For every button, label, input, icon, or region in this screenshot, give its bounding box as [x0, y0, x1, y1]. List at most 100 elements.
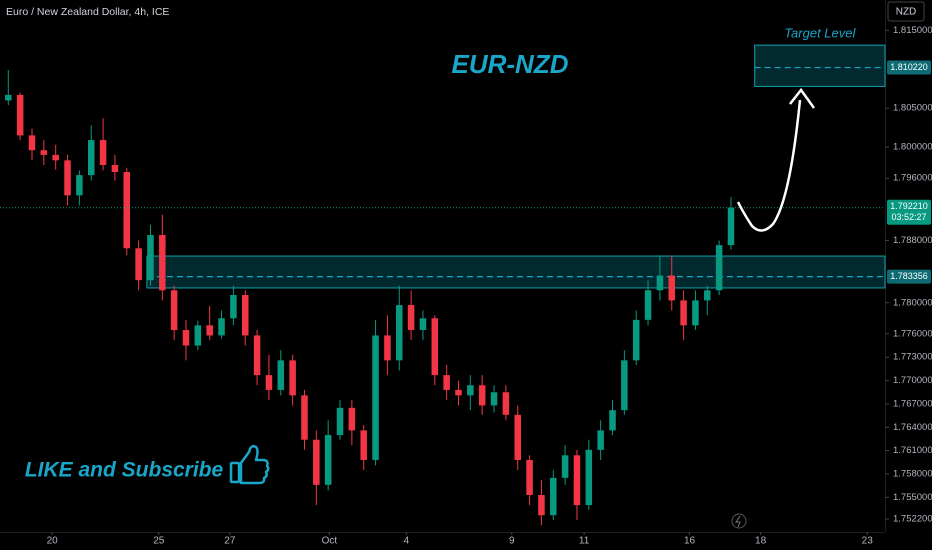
candle-body	[301, 395, 308, 440]
y-tick-label: 1.767000	[893, 398, 932, 409]
candle-body	[668, 275, 676, 301]
zone-level-label: 1.810220	[890, 62, 928, 72]
candle-body	[538, 494, 545, 516]
candle-body	[490, 392, 498, 406]
candle-body	[52, 154, 59, 161]
candle-body	[704, 290, 711, 301]
currency-box	[887, 1, 925, 22]
thumbs-up-icon	[229, 444, 270, 485]
candle-body	[715, 245, 723, 291]
candle-body	[87, 140, 95, 176]
candle-body	[526, 459, 533, 495]
last-price-box	[887, 199, 931, 225]
replay-icon	[731, 513, 747, 529]
candle-body	[478, 385, 486, 406]
x-tick-label: 16	[684, 536, 696, 547]
x-tick-label: 9	[509, 536, 515, 547]
candle-body	[502, 392, 510, 415]
candle-body	[111, 164, 119, 172]
candle-body	[431, 318, 439, 376]
projection-arrow	[736, 99, 802, 232]
candle-body	[99, 140, 107, 165]
zone	[754, 44, 886, 87]
x-tick-label: 23	[862, 536, 874, 547]
candle-body	[395, 305, 403, 361]
candle-body	[218, 318, 225, 336]
candle-body	[644, 290, 652, 320]
candle-body	[324, 435, 332, 485]
y-tick-label: 1.796000	[893, 173, 932, 184]
x-tick-label: 11	[579, 536, 590, 547]
zone-name: Target Level	[784, 26, 856, 41]
x-tick-label: 27	[224, 536, 236, 547]
last-price-label: 1.792210	[890, 201, 928, 211]
candle-body	[573, 455, 581, 506]
candle-body	[170, 290, 178, 330]
x-tick-label: 25	[153, 536, 165, 547]
candle-body	[727, 207, 735, 246]
candle-body	[182, 329, 190, 346]
candle-body	[680, 300, 687, 326]
y-tick-label: 1.770000	[893, 375, 932, 386]
candle-body	[597, 430, 604, 450]
y-tick-label: 1.780000	[893, 297, 932, 308]
candle-body	[241, 294, 249, 336]
annotation: LIKE and Subscribe	[25, 459, 224, 482]
candle-body	[5, 94, 12, 101]
candle-body	[206, 325, 213, 336]
y-tick-label: 1.788000	[893, 235, 932, 246]
candle-body	[159, 235, 166, 291]
candle-body	[609, 410, 616, 431]
candle-body	[621, 360, 628, 411]
candle-body	[64, 160, 71, 196]
zone-level-label: 1.783356	[890, 271, 928, 281]
y-tick-label: 1.755000	[893, 492, 932, 503]
candle-body	[692, 300, 699, 326]
candle-body	[514, 414, 521, 460]
y-tick-label: 1.764000	[893, 422, 932, 433]
currency-label: NZD	[896, 7, 917, 18]
y-tick-label: 1.773000	[893, 352, 932, 363]
candle-body	[16, 94, 24, 136]
candle-body	[561, 455, 569, 478]
candle-body	[455, 389, 462, 396]
candle-body	[135, 248, 142, 281]
y-tick-label: 1.752200	[893, 514, 932, 525]
candle-body	[419, 318, 427, 330]
candle-body	[585, 449, 593, 506]
candle-body	[123, 171, 131, 249]
y-tick-label: 1.800000	[893, 142, 932, 153]
x-tick-label: 4	[404, 536, 410, 547]
candle-body	[384, 335, 391, 361]
y-tick-label: 1.805000	[893, 103, 932, 114]
y-tick-label: 1.761000	[893, 445, 932, 456]
zone-level-box	[887, 60, 931, 75]
x-tick-label: 20	[47, 536, 59, 547]
x-tick-label: 18	[755, 536, 767, 547]
candle-body	[289, 360, 296, 396]
candle-body	[632, 319, 640, 361]
zone	[146, 255, 886, 289]
candle-body	[467, 385, 474, 396]
candle-body	[336, 407, 344, 436]
plot	[0, 44, 886, 526]
candle-body	[348, 407, 356, 431]
candle-body	[265, 375, 273, 390]
candle-body	[443, 375, 450, 390]
candle-body	[194, 325, 202, 346]
arrow-head	[789, 87, 816, 109]
candle-body	[407, 305, 415, 330]
candle-body	[360, 430, 367, 460]
candle-body	[28, 135, 36, 151]
heading: EUR-NZD	[452, 49, 569, 79]
candle-body	[40, 150, 48, 155]
candle-body	[253, 335, 261, 376]
y-tick-label: 1.815000	[893, 25, 932, 36]
countdown: 03:52:27	[891, 212, 926, 222]
candle-body	[277, 360, 285, 390]
candle-body	[147, 235, 154, 281]
y-tick-label: 1.776000	[893, 328, 932, 339]
candle-body	[550, 477, 557, 516]
